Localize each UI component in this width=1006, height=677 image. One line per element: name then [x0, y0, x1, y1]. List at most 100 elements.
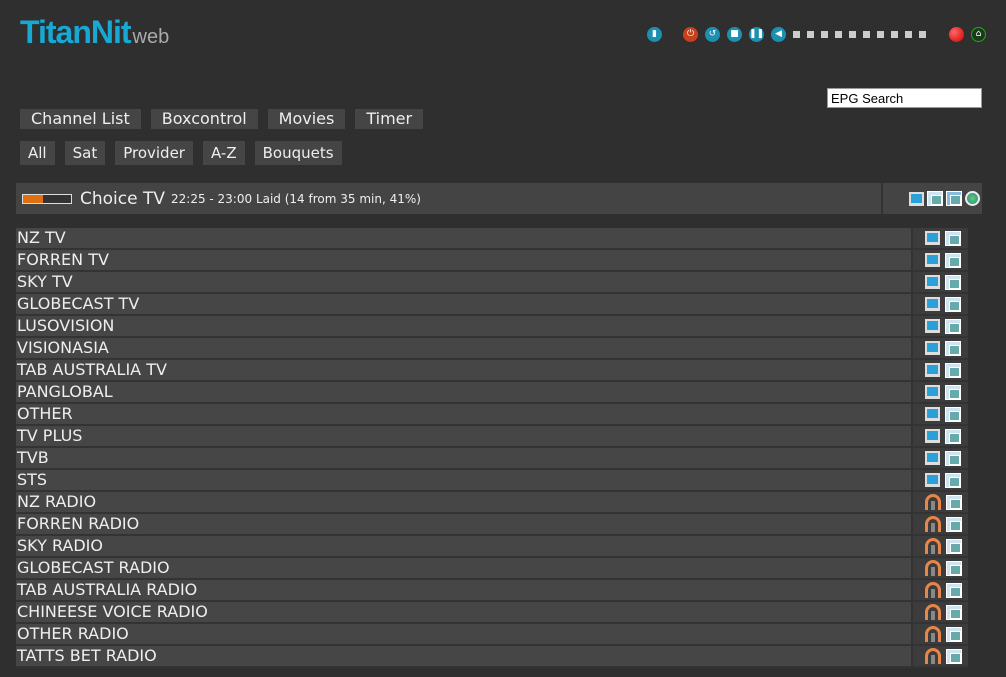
volume-step[interactable] [891, 30, 898, 38]
volume-step[interactable] [849, 30, 856, 38]
volume-icon[interactable]: ◀ [771, 26, 786, 42]
channel-list-icon[interactable] [946, 648, 962, 664]
bouquet-row[interactable]: TVB [16, 448, 968, 470]
volume-step[interactable] [905, 30, 912, 38]
channel-list-icon[interactable] [946, 560, 962, 576]
filter-provider[interactable]: Provider [115, 141, 193, 165]
channel-list-icon[interactable] [945, 296, 961, 312]
restart-icon[interactable]: ↺ [705, 26, 720, 42]
radio-icon[interactable] [925, 538, 941, 554]
channel-list-icon[interactable] [945, 318, 961, 334]
bouquet-name[interactable]: LUSOVISION [16, 316, 913, 338]
channel-list-icon[interactable] [927, 191, 943, 206]
bouquet-name[interactable]: TAB AUSTRALIA RADIO [16, 580, 913, 602]
bouquet-row[interactable]: GLOBECAST TV [16, 294, 968, 316]
tv-icon[interactable] [925, 363, 940, 377]
tv-icon[interactable] [909, 191, 924, 206]
channel-list-icon[interactable] [945, 472, 961, 488]
bouquet-name[interactable]: SKY RADIO [16, 536, 913, 558]
bouquet-name[interactable]: GLOBECAST RADIO [16, 558, 913, 580]
channel-list-icon[interactable] [945, 450, 961, 466]
channel-list-icon[interactable] [946, 626, 962, 642]
bouquet-row[interactable]: CHINEESE VOICE RADIO [16, 602, 968, 624]
radio-icon[interactable] [925, 582, 941, 598]
bouquet-name[interactable]: STS [16, 470, 913, 492]
globe-icon[interactable] [965, 191, 980, 206]
bouquet-name[interactable]: SKY TV [16, 272, 913, 294]
channel-list-icon[interactable] [946, 516, 962, 532]
radio-icon[interactable] [925, 626, 941, 642]
filter-a-z[interactable]: A-Z [202, 141, 245, 165]
nav-timer[interactable]: Timer [355, 109, 424, 129]
radio-icon[interactable] [925, 560, 941, 576]
volume-step[interactable] [821, 30, 828, 38]
channel-list-icon[interactable] [945, 406, 961, 422]
volume-bar[interactable] [793, 30, 933, 38]
channel-list-icon[interactable] [946, 604, 962, 620]
radio-icon[interactable] [925, 516, 941, 532]
nav-movies[interactable]: Movies [267, 109, 346, 129]
bouquet-row[interactable]: NZ RADIO [16, 492, 968, 514]
bouquet-row[interactable]: SKY RADIO [16, 536, 968, 558]
bouquet-row[interactable]: TV PLUS [16, 426, 968, 448]
volume-step[interactable] [919, 30, 926, 38]
remote-icon[interactable]: ▮ [647, 26, 662, 42]
nav-channel-list[interactable]: Channel List [20, 109, 141, 129]
epg-search-input[interactable]: EPG Search [827, 88, 982, 108]
bouquet-row[interactable]: FORREN RADIO [16, 514, 968, 536]
tv-icon[interactable] [925, 341, 940, 355]
channel-list-icon[interactable] [946, 494, 962, 510]
bouquet-name[interactable]: FORREN TV [16, 250, 913, 272]
epg-icon[interactable] [946, 191, 962, 206]
filter-sat[interactable]: Sat [64, 141, 106, 165]
bouquet-name[interactable]: NZ RADIO [16, 492, 913, 514]
record-icon[interactable] [949, 26, 964, 42]
tv-icon[interactable] [925, 473, 940, 487]
tv-icon[interactable] [925, 451, 940, 465]
bouquet-row[interactable]: TAB AUSTRALIA TV [16, 360, 968, 382]
volume-step[interactable] [835, 30, 842, 38]
power-icon[interactable]: ⏻ [683, 26, 698, 42]
channel-list-icon[interactable] [945, 362, 961, 378]
channel-list-icon[interactable] [945, 274, 961, 290]
bouquet-name[interactable]: TVB [16, 448, 913, 470]
bouquet-name[interactable]: NZ TV [16, 228, 913, 250]
bouquet-name[interactable]: PANGLOBAL [16, 382, 913, 404]
tv-icon[interactable] [925, 253, 940, 267]
bouquet-name[interactable]: TAB AUSTRALIA TV [16, 360, 913, 382]
tv-icon[interactable] [925, 385, 940, 399]
bouquet-row[interactable]: NZ TV [16, 228, 968, 250]
bouquet-row[interactable]: TAB AUSTRALIA RADIO [16, 580, 968, 602]
volume-step[interactable] [793, 30, 800, 38]
channel-list-icon[interactable] [945, 384, 961, 400]
volume-step[interactable] [807, 30, 814, 38]
tv-icon[interactable] [925, 407, 940, 421]
bouquet-name[interactable]: CHINEESE VOICE RADIO [16, 602, 913, 624]
signal-icon[interactable]: ⌂ [971, 26, 986, 42]
channel-list-icon[interactable] [945, 230, 961, 246]
bouquet-row[interactable]: VISIONASIA [16, 338, 968, 360]
bouquet-row[interactable]: STS [16, 470, 968, 492]
channel-list-icon[interactable] [945, 340, 961, 356]
bouquet-name[interactable]: GLOBECAST TV [16, 294, 913, 316]
nav-boxcontrol[interactable]: Boxcontrol [150, 109, 258, 129]
bouquet-row[interactable]: LUSOVISION [16, 316, 968, 338]
radio-icon[interactable] [925, 494, 941, 510]
channel-list-icon[interactable] [946, 582, 962, 598]
filter-all[interactable]: All [20, 141, 55, 165]
bouquet-name[interactable]: VISIONASIA [16, 338, 913, 360]
channel-list-icon[interactable] [945, 252, 961, 268]
bouquet-name[interactable]: OTHER RADIO [16, 624, 913, 646]
bouquet-row[interactable]: OTHER [16, 404, 968, 426]
bouquet-name[interactable]: TATTS BET RADIO [16, 646, 913, 668]
bouquet-row[interactable]: TATTS BET RADIO [16, 646, 968, 668]
bouquet-name[interactable]: FORREN RADIO [16, 514, 913, 536]
filter-bouquets[interactable]: Bouquets [254, 141, 342, 165]
tv-icon[interactable] [925, 297, 940, 311]
tv-icon[interactable] [925, 319, 940, 333]
tv-icon[interactable] [925, 231, 940, 245]
bouquet-name[interactable]: TV PLUS [16, 426, 913, 448]
current-channel[interactable]: Choice TV [80, 188, 165, 209]
bouquet-row[interactable]: PANGLOBAL [16, 382, 968, 404]
channel-list-icon[interactable] [946, 538, 962, 554]
